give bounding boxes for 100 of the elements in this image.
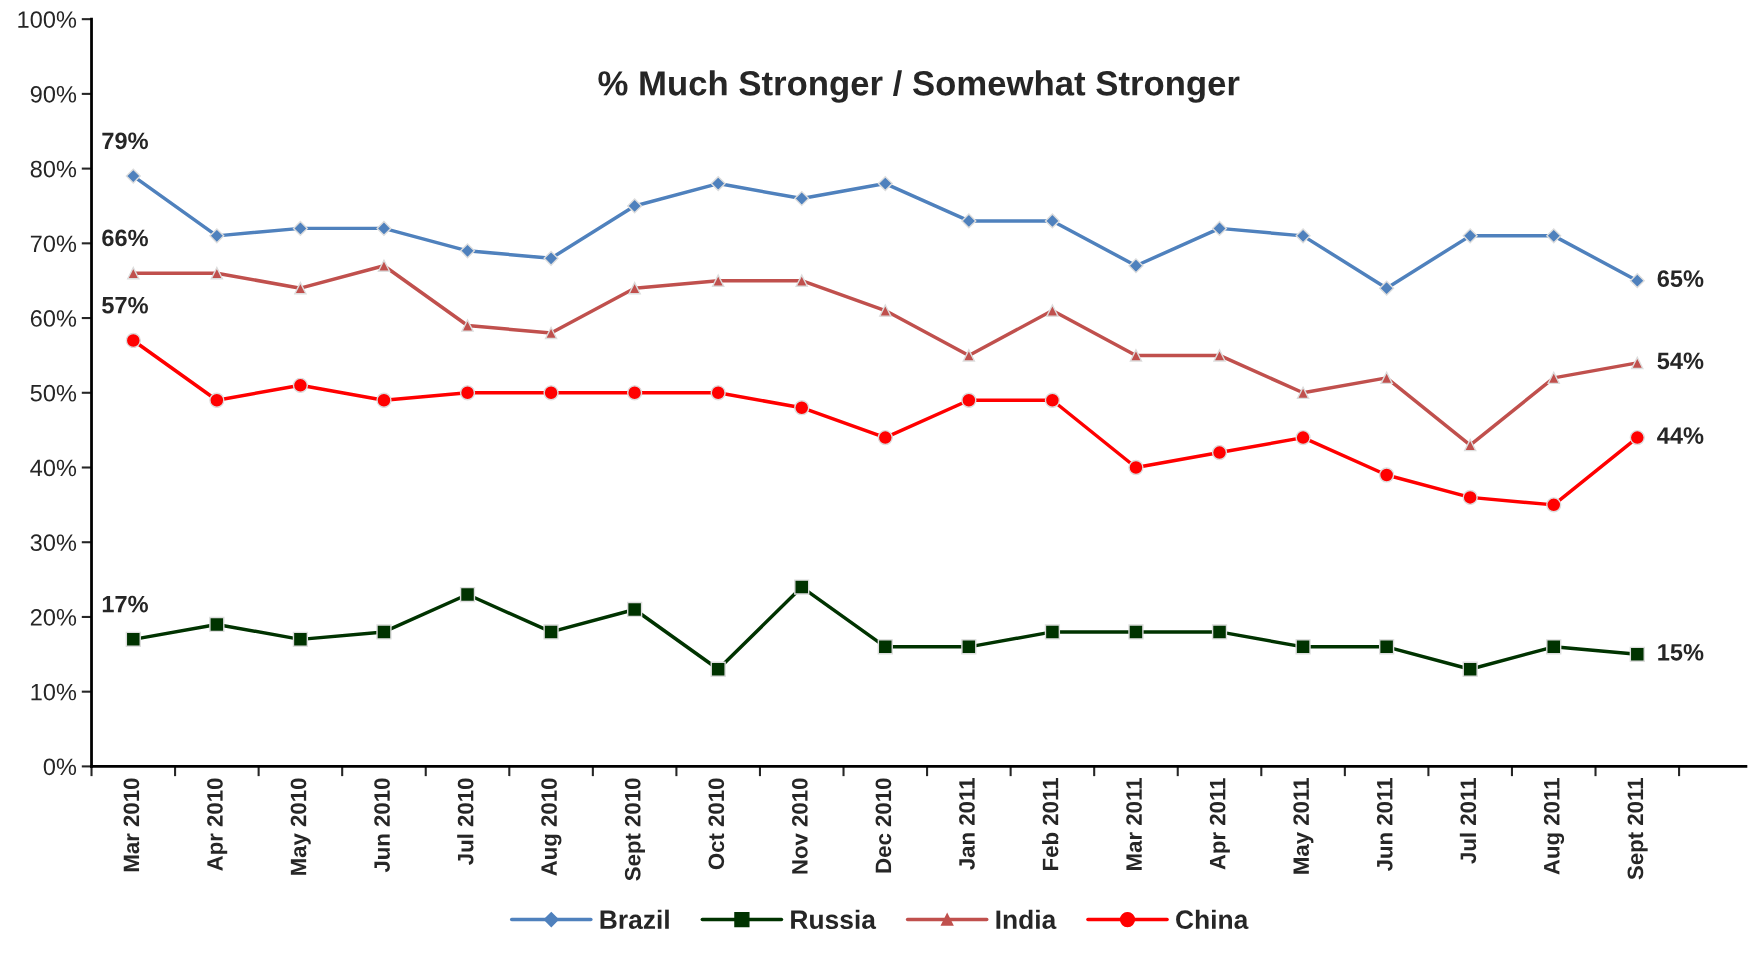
x-tick-label: Jul 2010 xyxy=(457,778,474,865)
x-tick-label: Nov 2010 xyxy=(791,778,808,874)
point xyxy=(1462,489,1478,506)
legend-label: Russia xyxy=(791,909,877,930)
point xyxy=(1295,228,1311,244)
point xyxy=(794,579,810,595)
point xyxy=(292,631,309,648)
point xyxy=(1046,304,1059,317)
point xyxy=(1631,356,1644,370)
point xyxy=(626,601,643,618)
legend-label: Brazil xyxy=(600,909,669,930)
point xyxy=(795,274,808,287)
point xyxy=(1546,228,1562,244)
point xyxy=(376,392,392,408)
point xyxy=(1211,444,1228,461)
data-label: 79% xyxy=(102,132,148,150)
point xyxy=(1547,371,1560,385)
y-tick-label: 70% xyxy=(30,235,77,253)
point xyxy=(877,175,893,192)
point xyxy=(627,198,643,214)
point xyxy=(209,392,225,408)
x-tick-label: Jun 2010 xyxy=(374,778,390,873)
point xyxy=(1128,258,1144,274)
point xyxy=(125,631,141,648)
point xyxy=(1629,429,1645,446)
x-tick-label: Apr 2010 xyxy=(207,778,228,871)
y-tick-label: 100% xyxy=(18,11,77,28)
point xyxy=(1462,228,1478,244)
x-tick-label: Sept 2010 xyxy=(624,778,645,881)
point xyxy=(459,385,476,401)
text: % Much Stronger / Somewhat Stronger xyxy=(598,70,1240,103)
x-tick-label: Jul 2011 xyxy=(1459,778,1477,864)
point xyxy=(1211,624,1228,640)
x-tick-label: Aug 2010 xyxy=(541,778,562,876)
y-tick-label: 40% xyxy=(30,459,77,477)
point xyxy=(962,349,976,362)
point xyxy=(1213,349,1226,362)
x-tick-label: Apr 2011 xyxy=(1209,778,1230,870)
x-tick-label: May 2011 xyxy=(1293,778,1314,874)
point xyxy=(710,175,726,192)
point xyxy=(292,220,308,236)
point xyxy=(877,429,893,446)
point xyxy=(292,377,309,393)
point xyxy=(459,586,476,603)
data-label: 57% xyxy=(102,296,148,314)
point xyxy=(376,220,392,236)
y-tick-label: 60% xyxy=(30,310,77,327)
point xyxy=(1629,273,1645,289)
point xyxy=(877,639,893,655)
data-label: 66% xyxy=(102,229,148,247)
point xyxy=(1380,371,1393,385)
y-tick-label: 20% xyxy=(30,609,77,626)
y-tick-label: 80% xyxy=(30,160,77,178)
point xyxy=(1546,639,1562,655)
x-tick-label: May 2010 xyxy=(290,778,311,875)
point xyxy=(1296,386,1310,400)
data-label: 65% xyxy=(1657,270,1704,288)
y-tick-label: 30% xyxy=(30,534,77,552)
point xyxy=(961,392,977,408)
point xyxy=(127,266,140,280)
x-tick-label: Sept 2011 xyxy=(1627,778,1648,880)
point xyxy=(543,624,559,640)
point xyxy=(294,281,307,295)
point xyxy=(1044,213,1060,229)
point xyxy=(544,326,558,340)
point xyxy=(1378,467,1395,483)
point xyxy=(1378,639,1395,655)
point xyxy=(461,319,474,332)
point xyxy=(1629,646,1645,662)
point xyxy=(1379,280,1395,296)
point xyxy=(710,385,726,401)
data-label: 15% xyxy=(1658,643,1704,661)
point xyxy=(543,250,559,266)
point xyxy=(1546,497,1562,513)
point xyxy=(376,624,392,640)
legend-label: India xyxy=(996,909,1057,930)
point xyxy=(1463,438,1477,452)
data-label: 17% xyxy=(102,595,148,613)
point xyxy=(459,243,476,259)
point xyxy=(961,639,977,655)
x-tick-label: Oct 2010 xyxy=(708,778,725,870)
x-tick-label: Feb 2011 xyxy=(1042,778,1059,870)
x-tick-label: Mar 2011 xyxy=(1126,778,1142,870)
y-tick-label: 10% xyxy=(31,683,77,701)
x-tick-label: Dec 2010 xyxy=(875,778,892,873)
point xyxy=(1211,220,1228,236)
point xyxy=(125,168,141,184)
point xyxy=(1128,459,1144,476)
point xyxy=(879,304,892,317)
point xyxy=(1295,639,1311,655)
point xyxy=(1295,429,1311,446)
point xyxy=(543,385,559,401)
point xyxy=(1129,349,1143,362)
y-tick-label: 0% xyxy=(43,758,77,776)
y-tick-label: 50% xyxy=(30,384,77,402)
point xyxy=(209,228,225,244)
point xyxy=(1462,661,1478,677)
data-label: 44% xyxy=(1657,427,1704,444)
legend-label: China xyxy=(1176,909,1249,930)
y-tick-label: 90% xyxy=(30,85,77,103)
